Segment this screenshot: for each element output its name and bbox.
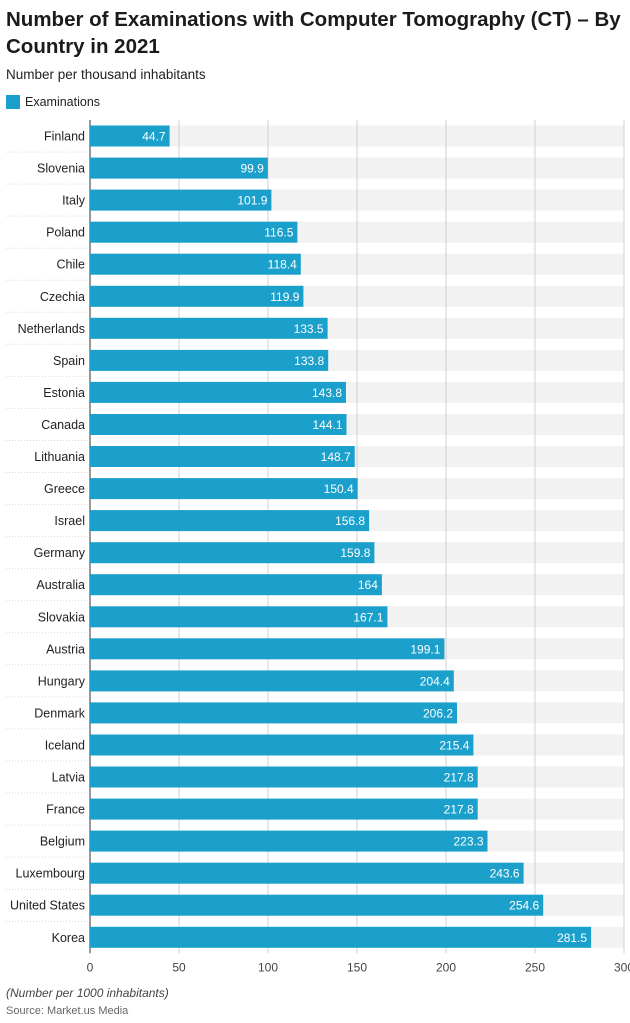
bar bbox=[90, 253, 301, 275]
legend-label: Examinations bbox=[25, 95, 101, 109]
category-label: Slovakia bbox=[38, 610, 85, 624]
category-labels: Finland Slovenia Italy Poland Chile Czechia Ne… bbox=[10, 130, 86, 945]
category-label: Hungary bbox=[38, 674, 86, 688]
bar bbox=[90, 478, 358, 500]
bar bbox=[90, 446, 355, 467]
bar-value-label: 159.8 bbox=[340, 546, 370, 560]
bar-value-label: 254.6 bbox=[509, 899, 539, 913]
bar bbox=[90, 285, 304, 307]
x-tick-label: 50 bbox=[172, 960, 186, 974]
bar-value-label: 215.4 bbox=[439, 738, 469, 752]
category-label: Denmark bbox=[34, 706, 85, 720]
category-label: Latvia bbox=[52, 771, 85, 785]
legend-swatch bbox=[6, 95, 20, 109]
category-label: France bbox=[46, 803, 85, 817]
bar bbox=[90, 414, 347, 435]
bar bbox=[90, 702, 457, 724]
bar bbox=[90, 125, 170, 147]
x-tick-label: 200 bbox=[436, 960, 456, 974]
bar bbox=[90, 189, 272, 211]
bar-value-label: 167.1 bbox=[353, 610, 383, 624]
bar bbox=[90, 221, 298, 243]
bar bbox=[90, 670, 454, 692]
bar-value-label: 150.4 bbox=[324, 482, 354, 496]
x-tick-label: 300 bbox=[614, 960, 630, 974]
bar-value-label: 281.5 bbox=[557, 931, 587, 945]
chart-title: Number of Examinations with Computer Tom… bbox=[6, 8, 621, 58]
bar-value-label: 118.4 bbox=[268, 258, 297, 272]
bar bbox=[90, 926, 592, 948]
bar bbox=[90, 734, 474, 756]
bar bbox=[90, 606, 388, 628]
category-label: Korea bbox=[52, 931, 85, 945]
x-axis-ticks: 0 50 100 150 200 250 300 bbox=[87, 960, 630, 974]
category-label: Chile bbox=[57, 258, 86, 272]
category-label: Spain bbox=[53, 354, 85, 368]
x-tick-label: 0 bbox=[87, 960, 94, 974]
bar-value-label: 243.6 bbox=[490, 867, 520, 881]
bar bbox=[90, 894, 544, 916]
category-label: Czechia bbox=[40, 290, 85, 304]
category-label: Canada bbox=[41, 418, 85, 432]
bar bbox=[90, 349, 329, 371]
bar bbox=[90, 317, 328, 339]
category-label: Greece bbox=[44, 482, 85, 496]
bar-value-label: 44.7 bbox=[142, 130, 166, 144]
bar bbox=[90, 381, 346, 403]
category-label: Lithuania bbox=[34, 450, 85, 464]
category-label: United States bbox=[10, 899, 85, 913]
bar-value-label: 99.9 bbox=[240, 162, 264, 176]
bars: 44.7 99.9 101.9 116.5 118.4 119.9 133.5 133.8 14… bbox=[90, 125, 592, 948]
category-label: Netherlands bbox=[18, 322, 85, 336]
bar bbox=[90, 830, 488, 852]
bar bbox=[90, 638, 445, 660]
bar-value-label: 148.7 bbox=[321, 450, 351, 464]
category-label: Luxembourg bbox=[16, 867, 86, 881]
bar-value-label: 206.2 bbox=[423, 706, 453, 720]
bar-value-label: 217.8 bbox=[444, 803, 474, 817]
bar bbox=[90, 542, 375, 564]
category-label: Finland bbox=[44, 130, 85, 144]
legend: Examinations bbox=[6, 95, 100, 109]
category-label: Italy bbox=[62, 194, 86, 208]
bar-value-label: 144.1 bbox=[312, 418, 342, 432]
category-label: Belgium bbox=[40, 835, 85, 849]
category-label: Slovenia bbox=[37, 162, 85, 176]
x-tick-label: 250 bbox=[525, 960, 545, 974]
bar-value-label: 133.8 bbox=[294, 354, 324, 368]
bar bbox=[90, 862, 524, 884]
category-label: Australia bbox=[36, 578, 85, 592]
bar-value-label: 133.5 bbox=[294, 322, 324, 336]
bar-value-label: 164 bbox=[358, 578, 378, 592]
bar bbox=[90, 798, 478, 820]
bar-value-label: 116.5 bbox=[264, 226, 293, 240]
chart-subtitle: Number per thousand inhabitants bbox=[6, 67, 206, 82]
bar-value-label: 217.8 bbox=[444, 771, 474, 785]
bar-value-label: 119.9 bbox=[270, 290, 299, 304]
bar bbox=[90, 766, 478, 788]
x-tick-label: 100 bbox=[258, 960, 278, 974]
category-label: Estonia bbox=[43, 386, 85, 400]
bar-value-label: 199.1 bbox=[410, 642, 440, 656]
bar bbox=[90, 574, 382, 596]
bar-value-label: 101.9 bbox=[237, 194, 267, 208]
category-label: Israel bbox=[54, 514, 85, 528]
category-label: Iceland bbox=[45, 738, 85, 752]
bar bbox=[90, 510, 370, 532]
grid-lines bbox=[89, 120, 625, 954]
bar-value-label: 204.4 bbox=[420, 674, 450, 688]
category-label: Germany bbox=[34, 546, 86, 560]
x-tick-label: 150 bbox=[347, 960, 367, 974]
bar-value-label: 223.3 bbox=[453, 835, 483, 849]
category-label: Poland bbox=[46, 226, 85, 240]
category-label: Austria bbox=[46, 642, 85, 656]
bar-value-label: 143.8 bbox=[312, 386, 342, 400]
footnote: (Number per 1000 inhabitants) bbox=[6, 986, 169, 1000]
bar-value-label: 156.8 bbox=[335, 514, 365, 528]
bar-chart: 44.7 99.9 101.9 116.5 118.4 119.9 133.5 133.8 14… bbox=[6, 120, 630, 974]
row-bands bbox=[6, 125, 624, 948]
bar bbox=[90, 157, 268, 179]
source-text: Source: Market.us Media bbox=[6, 1005, 129, 1017]
